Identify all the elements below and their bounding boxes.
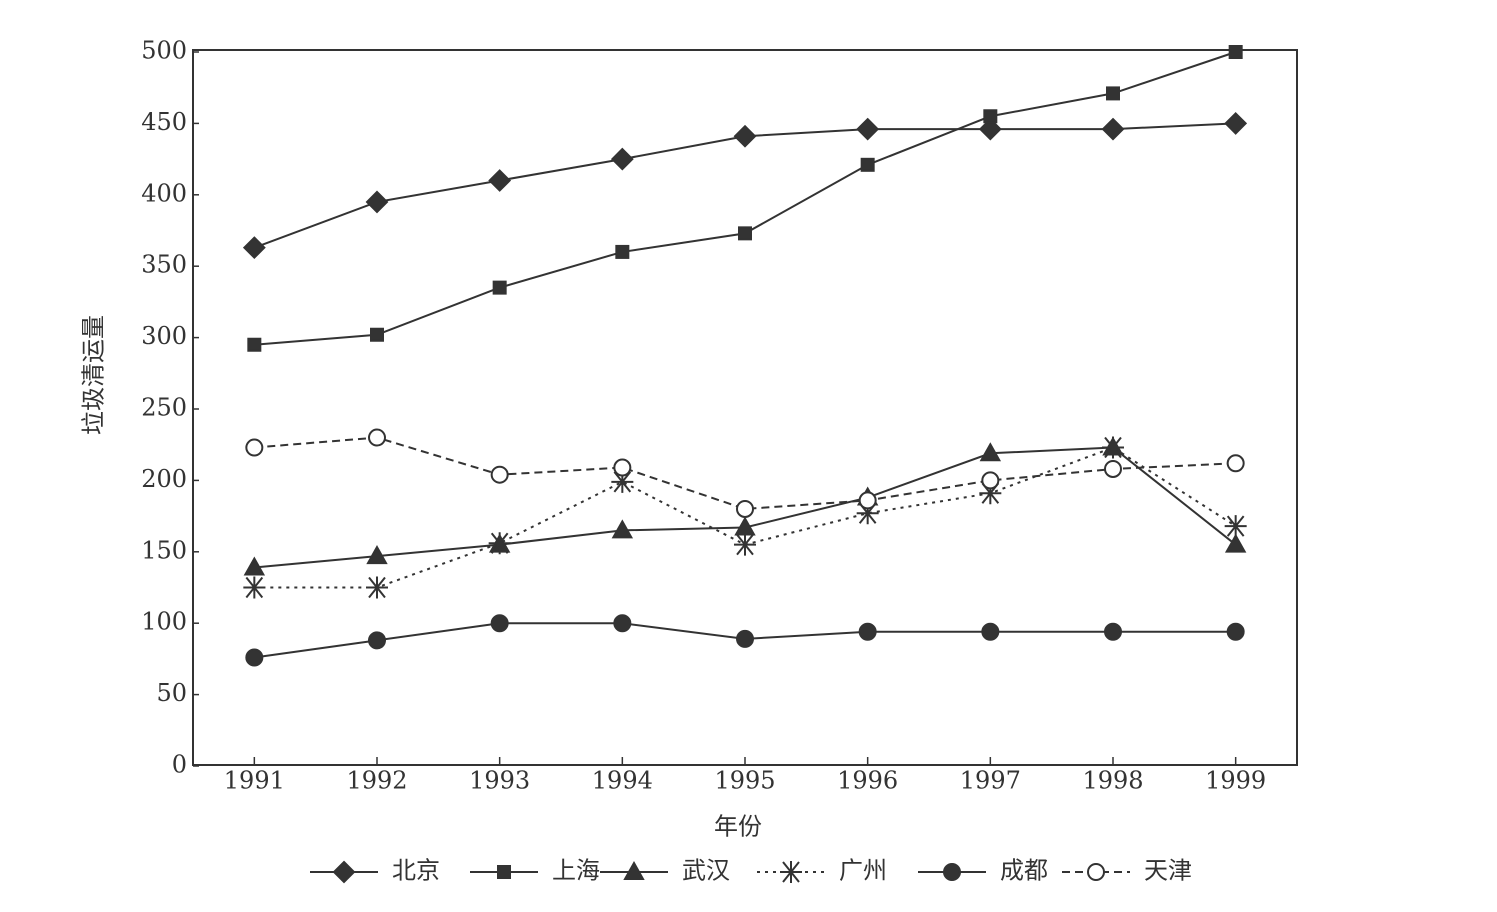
marker [490,614,509,633]
legend-marker [943,863,961,881]
marker [242,236,266,260]
marker [1224,515,1247,538]
marker [1102,436,1124,459]
y-tick-label: 100 [141,608,187,636]
y-tick-label: 50 [156,679,187,707]
legend-marker [332,860,356,884]
marker [1106,86,1120,101]
y-tick-label: 450 [141,108,187,136]
x-tick-label: 1993 [469,767,530,795]
marker [736,499,754,518]
marker [1101,117,1125,141]
x-tick-label: 1998 [1082,767,1143,795]
y-tick-label: 250 [141,394,187,422]
x-tick-label: 1994 [592,767,653,795]
marker [365,190,389,214]
marker [611,470,634,493]
marker [488,169,512,192]
x-tick-label: 1992 [346,767,407,795]
marker [613,614,632,633]
marker [738,226,752,241]
marker [1226,454,1245,473]
marker [610,147,634,171]
marker [368,428,386,447]
marker [245,648,264,667]
marker [858,491,877,510]
marker [1104,459,1122,478]
marker [1104,622,1122,641]
marker [860,157,875,172]
marker [981,471,1000,490]
legend-marker [780,861,802,883]
marker [1226,622,1245,641]
y-axis-label: 垃圾清运量 [80,315,108,435]
marker [247,337,262,352]
marker [492,280,507,295]
marker [615,244,630,259]
y-tick-label: 150 [141,536,187,564]
marker [858,622,877,641]
y-tick-label: 500 [141,37,187,65]
marker [243,576,266,599]
legend-label: 武汉 [682,857,730,885]
y-tick-label: 350 [141,251,187,279]
marker [983,109,998,124]
legend-label: 成都 [1000,857,1048,885]
series-line [254,436,1236,510]
marker [856,117,880,141]
x-tick-label: 1997 [960,767,1021,795]
x-tick-label: 1995 [714,767,775,795]
plot-frame [192,49,1298,766]
y-tick-label: 400 [141,179,187,207]
marker [611,519,634,539]
marker [978,117,1002,141]
marker [245,438,264,457]
marker [981,622,1000,641]
marker [370,327,384,342]
x-tick-label: 1991 [224,767,285,795]
marker [243,556,266,576]
marker [1228,45,1243,59]
marker [368,631,386,650]
marker [736,629,754,648]
y-tick-label: 200 [141,465,187,493]
marker [488,532,511,555]
marker [734,533,756,556]
marker [979,482,1002,505]
legend-label: 上海 [552,857,600,885]
x-tick-label: 1999 [1205,767,1266,795]
marker [733,124,757,148]
marker [1224,111,1248,135]
marker [979,442,1002,462]
x-axis-label: 年份 [714,813,762,841]
marker [490,465,509,484]
legend-marker [1087,863,1105,881]
y-tick-label: 0 [172,751,187,779]
marker [613,458,632,477]
marker [1224,533,1247,553]
y-tick-label: 300 [141,322,187,350]
legend-label: 北京 [392,857,440,885]
legend-label: 广州 [839,857,887,885]
legend-marker [497,865,511,879]
marker [366,545,388,565]
marker [366,576,388,599]
legend-marker [623,860,645,880]
legend-label: 天津 [1144,857,1192,885]
x-tick-label: 1996 [837,767,898,795]
marker [856,502,879,525]
